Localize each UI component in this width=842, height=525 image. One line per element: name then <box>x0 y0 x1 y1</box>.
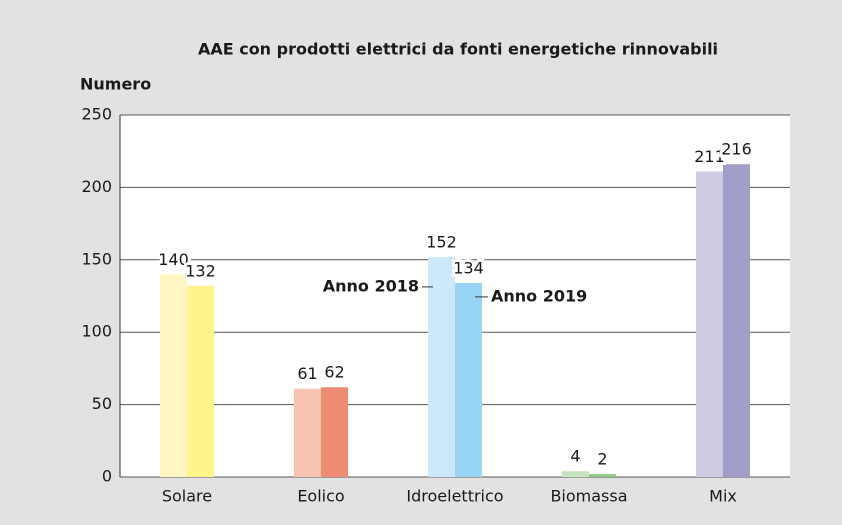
y-tick-label: 50 <box>92 394 112 413</box>
bar <box>723 164 750 477</box>
y-tick-label: 150 <box>81 249 112 268</box>
data-label: 152 <box>426 232 457 251</box>
legend-label: Anno 2019 <box>491 286 587 305</box>
data-label: 132 <box>185 261 216 280</box>
bar <box>696 171 723 478</box>
bar <box>589 474 616 477</box>
x-tick-label: Mix <box>709 487 737 506</box>
y-tick-label: 200 <box>81 177 112 196</box>
data-label: 62 <box>324 363 344 382</box>
x-tick-label: Eolico <box>297 487 344 506</box>
data-label: 4 <box>570 447 580 466</box>
y-tick-label: 0 <box>102 467 112 486</box>
bar <box>160 274 187 477</box>
data-label: 216 <box>721 140 752 159</box>
x-tick-label: Solare <box>162 487 212 506</box>
data-label: 2 <box>597 450 607 469</box>
data-label: 61 <box>297 364 317 383</box>
bar <box>187 285 214 477</box>
chart-title: AAE con prodotti elettrici da fonti ener… <box>198 40 718 59</box>
bar <box>455 282 482 477</box>
x-tick-label: Biomassa <box>550 487 627 506</box>
data-label: 140 <box>158 250 189 269</box>
bar <box>428 256 455 477</box>
y-axis-label: Numero <box>80 75 151 94</box>
bar <box>562 471 589 477</box>
data-label: 211 <box>694 147 725 166</box>
y-tick-label: 250 <box>81 105 112 124</box>
legend-label: Anno 2018 <box>323 276 419 295</box>
x-tick-label: Idroelettrico <box>406 487 503 506</box>
y-tick-label: 100 <box>81 322 112 341</box>
bar <box>321 387 348 477</box>
data-label: 134 <box>453 258 484 277</box>
bar <box>294 388 321 477</box>
